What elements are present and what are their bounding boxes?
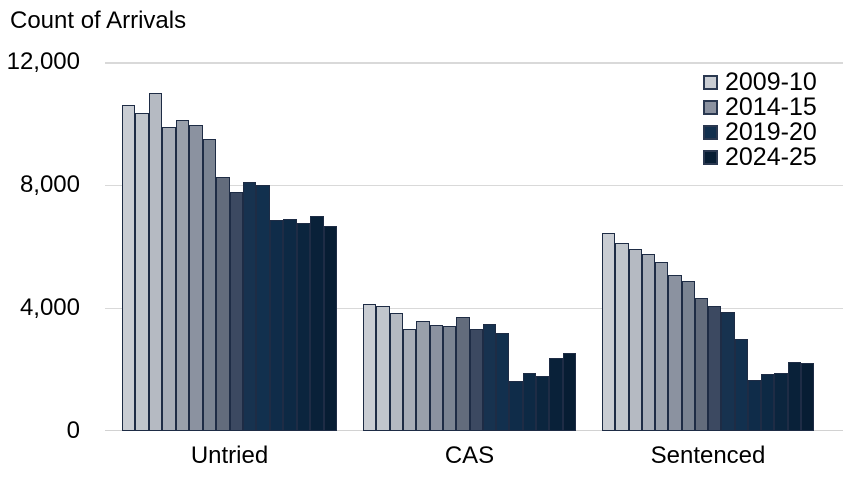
- bar-sentenced-2021-22: [761, 374, 775, 431]
- legend: 2009-10 2014-15 2019-20 2024-25: [703, 70, 817, 170]
- bar-sentenced-2011-12: [628, 249, 642, 431]
- gridline-12000: [105, 62, 843, 64]
- bar-cas-2011-12: [389, 313, 403, 431]
- category-label-cas: CAS: [444, 442, 495, 469]
- bar-cas-2017-18: [469, 329, 483, 431]
- bar-sentenced-2017-18: [708, 306, 722, 431]
- legend-swatch-2014-15-icon: [703, 100, 718, 115]
- bar-cas-2014-15: [429, 325, 443, 431]
- bar-untried-2018-19: [242, 182, 257, 431]
- y-axis-tick-8000: 8,000: [19, 171, 80, 198]
- bar-sentenced-2024-25: [800, 363, 814, 431]
- bar-cas-2009-10: [363, 304, 377, 431]
- y-axis-tick-4000: 4,000: [19, 294, 80, 321]
- bar-sentenced-2020-21: [747, 380, 761, 431]
- bar-sentenced-2015-16: [681, 281, 695, 431]
- bar-untried-2023-24: [310, 216, 324, 431]
- legend-item-2024-25: 2024-25: [703, 145, 817, 170]
- bar-untried-2012-13: [162, 127, 176, 431]
- bar-untried-2015-16: [202, 139, 217, 431]
- bar-untried-2013-14: [175, 120, 190, 431]
- bar-sentenced-2014-15: [668, 275, 682, 431]
- bar-cas-2012-13: [402, 329, 417, 431]
- bar-untried-2024-25: [323, 226, 337, 431]
- bar-sentenced-2023-24: [787, 362, 801, 431]
- bar-untried-2021-22: [283, 219, 297, 431]
- gridline-4000: [105, 307, 843, 309]
- bar-untried-2011-12: [148, 93, 163, 431]
- y-axis-tick-0: 0: [66, 417, 80, 444]
- bar-group-untried: [122, 93, 337, 431]
- y-axis-tick-12000: 12,000: [6, 48, 80, 75]
- bar-cas-2016-17: [456, 317, 470, 431]
- chart-title: Count of Arrivals: [10, 7, 187, 34]
- bar-untried-2009-10: [122, 105, 136, 431]
- bar-cas-2010-11: [376, 306, 390, 431]
- category-label-sentenced: Sentenced: [650, 442, 766, 469]
- bar-cas-2022-23: [536, 376, 550, 431]
- bar-cas-2024-25: [562, 353, 576, 431]
- bar-group-cas: [363, 304, 576, 431]
- bar-untried-2010-11: [135, 113, 149, 431]
- bar-sentenced-2012-13: [641, 254, 655, 431]
- legend-swatch-2019-20-icon: [703, 125, 718, 140]
- bar-cas-2020-21: [509, 381, 523, 431]
- bar-sentenced-2019-20: [734, 339, 748, 431]
- bar-sentenced-2022-23: [774, 373, 788, 431]
- legend-label: 2019-20: [725, 118, 817, 146]
- legend-swatch-2024-25-icon: [703, 150, 718, 165]
- legend-item-2014-15: 2014-15: [703, 95, 817, 120]
- bar-untried-2020-21: [269, 220, 284, 431]
- bar-sentenced-2018-19: [721, 312, 735, 431]
- bar-sentenced-2013-14: [655, 262, 669, 431]
- legend-label: 2014-15: [725, 93, 817, 121]
- bar-sentenced-2016-17: [694, 298, 708, 431]
- bar-cas-2018-19: [482, 324, 497, 431]
- legend-swatch-2009-10-icon: [703, 75, 718, 90]
- bar-untried-2016-17: [216, 177, 230, 431]
- bar-group-sentenced: [602, 233, 814, 431]
- category-label-untried: Untried: [190, 442, 269, 469]
- bar-sentenced-2010-11: [615, 243, 629, 431]
- bar-cas-2013-14: [416, 321, 430, 431]
- legend-item-2019-20: 2019-20: [703, 120, 817, 145]
- bar-untried-2019-20: [256, 185, 270, 431]
- bar-cas-2023-24: [549, 358, 563, 431]
- legend-label: 2024-25: [725, 143, 817, 171]
- bar-cas-2015-16: [442, 326, 457, 431]
- bar-untried-2022-23: [296, 223, 311, 431]
- bar-untried-2014-15: [189, 125, 203, 431]
- gridline-8000: [105, 184, 843, 186]
- bar-sentenced-2009-10: [602, 233, 616, 431]
- bar-cas-2019-20: [496, 333, 510, 431]
- legend-label: 2009-10: [725, 68, 817, 96]
- bar-untried-2017-18: [229, 192, 243, 431]
- legend-item-2009-10: 2009-10: [703, 70, 817, 95]
- bar-cas-2021-22: [522, 373, 537, 431]
- plot-area: [105, 62, 843, 431]
